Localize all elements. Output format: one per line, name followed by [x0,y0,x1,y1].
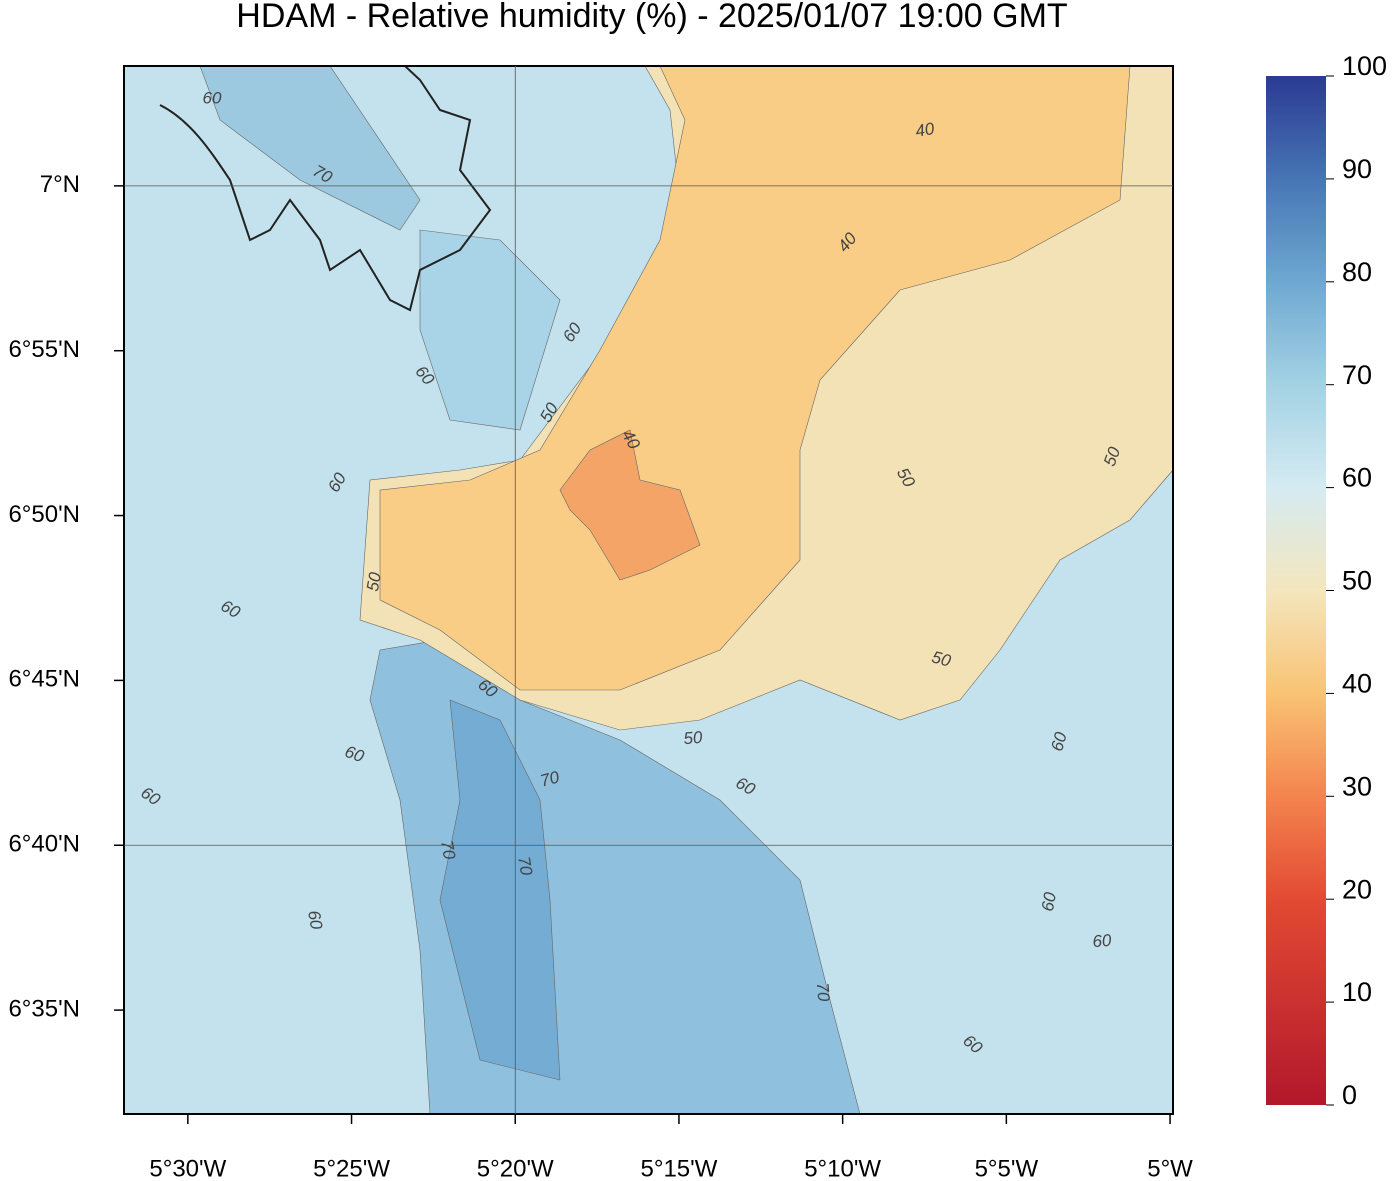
colorbar-tick-label: 30 [1342,771,1372,801]
x-tick-label: 5°10'W [804,1155,881,1181]
humid-area [439,699,561,1081]
y-tick-label: 6°45'N [8,666,80,693]
colorbar-tick-label: 90 [1342,154,1372,184]
humid-area [199,66,421,231]
dry-area [559,429,701,581]
y-tick-label: 6°35'N [8,995,80,1022]
x-tick-label: 5°W [1147,1155,1193,1181]
chart-title: HDAM - Relative humidity (%) - 2025/01/0… [236,0,1067,35]
humid-area [419,229,561,431]
dry-area [379,66,1131,691]
colorbar-tick-label: 20 [1342,874,1372,904]
y-tick-label: 6°55'N [8,336,80,363]
contour-label: 60 [203,88,222,107]
contour-label: 70 [514,855,536,877]
y-tick-label: 6°40'N [8,831,80,858]
contour-label: 50 [683,728,704,749]
colorbar-tick-label: 50 [1342,566,1372,596]
humidity-field [124,66,1173,1114]
x-tick-label: 5°5'W [975,1155,1039,1181]
contour-label: 60 [304,909,326,931]
colorbar [1266,76,1326,1105]
contour-label: 70 [538,767,562,790]
x-tick-label: 5°15'W [641,1155,718,1181]
colorbar-tick-label: 10 [1342,977,1372,1007]
colorbar-tick-label: 60 [1342,463,1372,493]
colorbar-tick-label: 100 [1342,51,1387,81]
colorbar-tick-label: 70 [1342,360,1372,390]
y-tick-label: 7°N [40,171,80,198]
coastline [159,66,492,312]
contour-label: 50 [930,647,954,670]
colorbar-tick-label: 80 [1342,257,1372,287]
x-tick-label: 5°25'W [313,1155,390,1181]
contour-label: 60 [1092,931,1113,952]
x-tick-label: 5°30'W [149,1155,226,1181]
y-tick-label: 6°50'N [8,501,80,528]
contour-label: 50 [363,570,385,592]
contour-label: 60 [1038,890,1060,912]
colorbar-tick-label: 0 [1342,1080,1357,1110]
contour-label: 70 [437,839,459,861]
x-tick-label: 5°20'W [477,1155,554,1181]
colorbar-tick-label: 40 [1342,669,1372,699]
contour-label: 60 [1047,730,1070,754]
contour-label: 40 [914,119,936,141]
plot-frame [123,65,1174,1115]
contour-label: 70 [813,982,834,1003]
